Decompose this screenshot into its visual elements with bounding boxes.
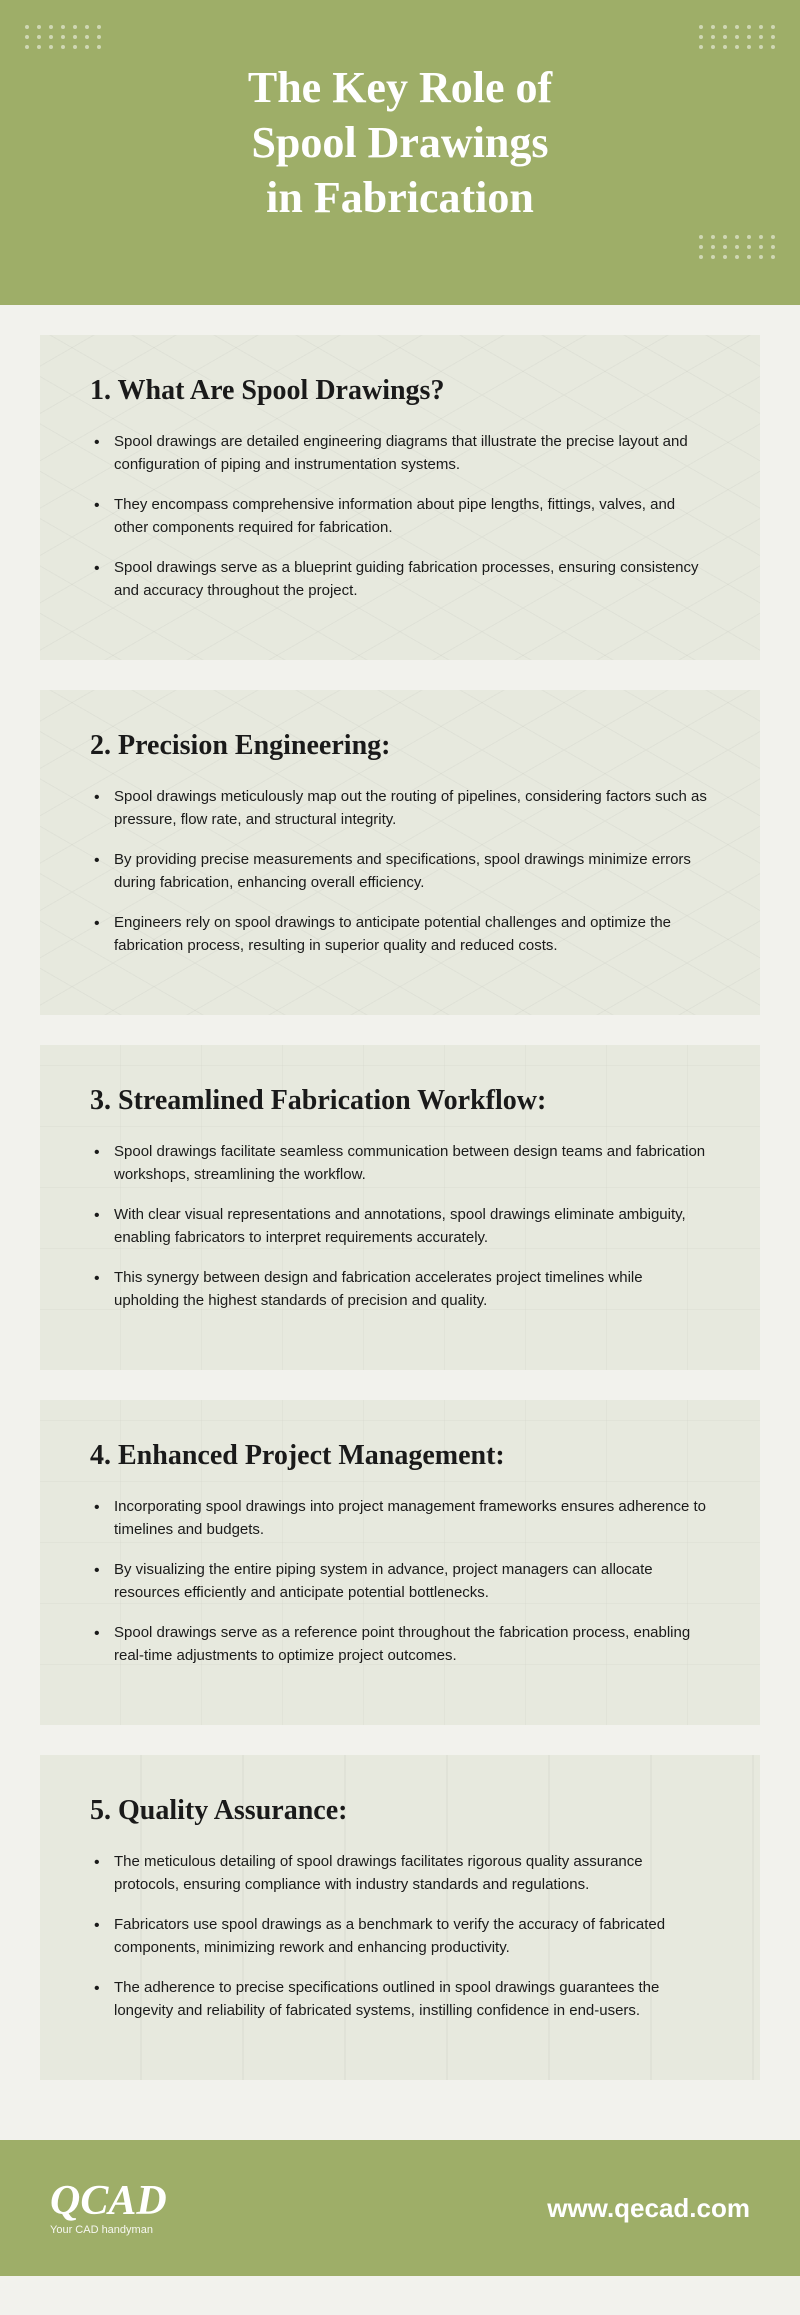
bullet-item: Fabricators use spool drawings as a benc… [90,1914,710,1959]
bullet-list: Incorporating spool drawings into projec… [90,1496,710,1667]
bullet-item: The meticulous detailing of spool drawin… [90,1851,710,1896]
section-1: 1. What Are Spool Drawings? Spool drawing… [40,335,760,660]
title-line-2: Spool Drawings [251,118,548,167]
section-3: 3. Streamlined Fabrication Workflow: Spoo… [40,1045,760,1370]
page-title: The Key Role of Spool Drawings in Fabric… [40,60,760,225]
website-url: www.qecad.com [547,2193,750,2224]
bullet-item: This synergy between design and fabricat… [90,1267,710,1312]
bullet-item: The adherence to precise specifications … [90,1977,710,2022]
content-area: 1. What Are Spool Drawings? Spool drawing… [0,305,800,2140]
bullet-item: They encompass comprehensive information… [90,494,710,539]
section-4: 4. Enhanced Project Management: Incorpora… [40,1400,760,1725]
bullet-item: Spool drawings facilitate seamless commu… [90,1141,710,1186]
bullet-list: Spool drawings are detailed engineering … [90,431,710,602]
title-line-3: in Fabrication [266,173,534,222]
section-title: 1. What Are Spool Drawings? [90,375,710,407]
bullet-item: Spool drawings meticulously map out the … [90,786,710,831]
dots-decoration-br [699,235,775,265]
dots-decoration-tl [25,25,101,55]
bullet-item: By visualizing the entire piping system … [90,1559,710,1604]
section-title: 3. Streamlined Fabrication Workflow: [90,1085,710,1117]
bullet-item: By providing precise measurements and sp… [90,849,710,894]
logo-text: QCAD [50,2180,167,2222]
section-2: 2. Precision Engineering: Spool drawings … [40,690,760,1015]
section-title: 4. Enhanced Project Management: [90,1440,710,1472]
bullet-item: Spool drawings are detailed engineering … [90,431,710,476]
bullet-list: Spool drawings meticulously map out the … [90,786,710,957]
bullet-item: Spool drawings serve as a reference poin… [90,1622,710,1667]
dots-decoration-tr [699,25,775,55]
bullet-item: Spool drawings serve as a blueprint guid… [90,557,710,602]
logo-tagline: Your CAD handyman [50,2224,167,2236]
section-title: 2. Precision Engineering: [90,730,710,762]
bullet-item: Engineers rely on spool drawings to anti… [90,912,710,957]
logo: QCAD Your CAD handyman [50,2180,167,2236]
bullet-list: The meticulous detailing of spool drawin… [90,1851,710,2022]
section-title: 5. Quality Assurance: [90,1795,710,1827]
title-line-1: The Key Role of [248,63,552,112]
section-5: 5. Quality Assurance: The meticulous deta… [40,1755,760,2080]
bullet-item: Incorporating spool drawings into projec… [90,1496,710,1541]
bullet-item: With clear visual representations and an… [90,1204,710,1249]
header: The Key Role of Spool Drawings in Fabric… [0,0,800,305]
bullet-list: Spool drawings facilitate seamless commu… [90,1141,710,1312]
footer: QCAD Your CAD handyman www.qecad.com [0,2140,800,2276]
